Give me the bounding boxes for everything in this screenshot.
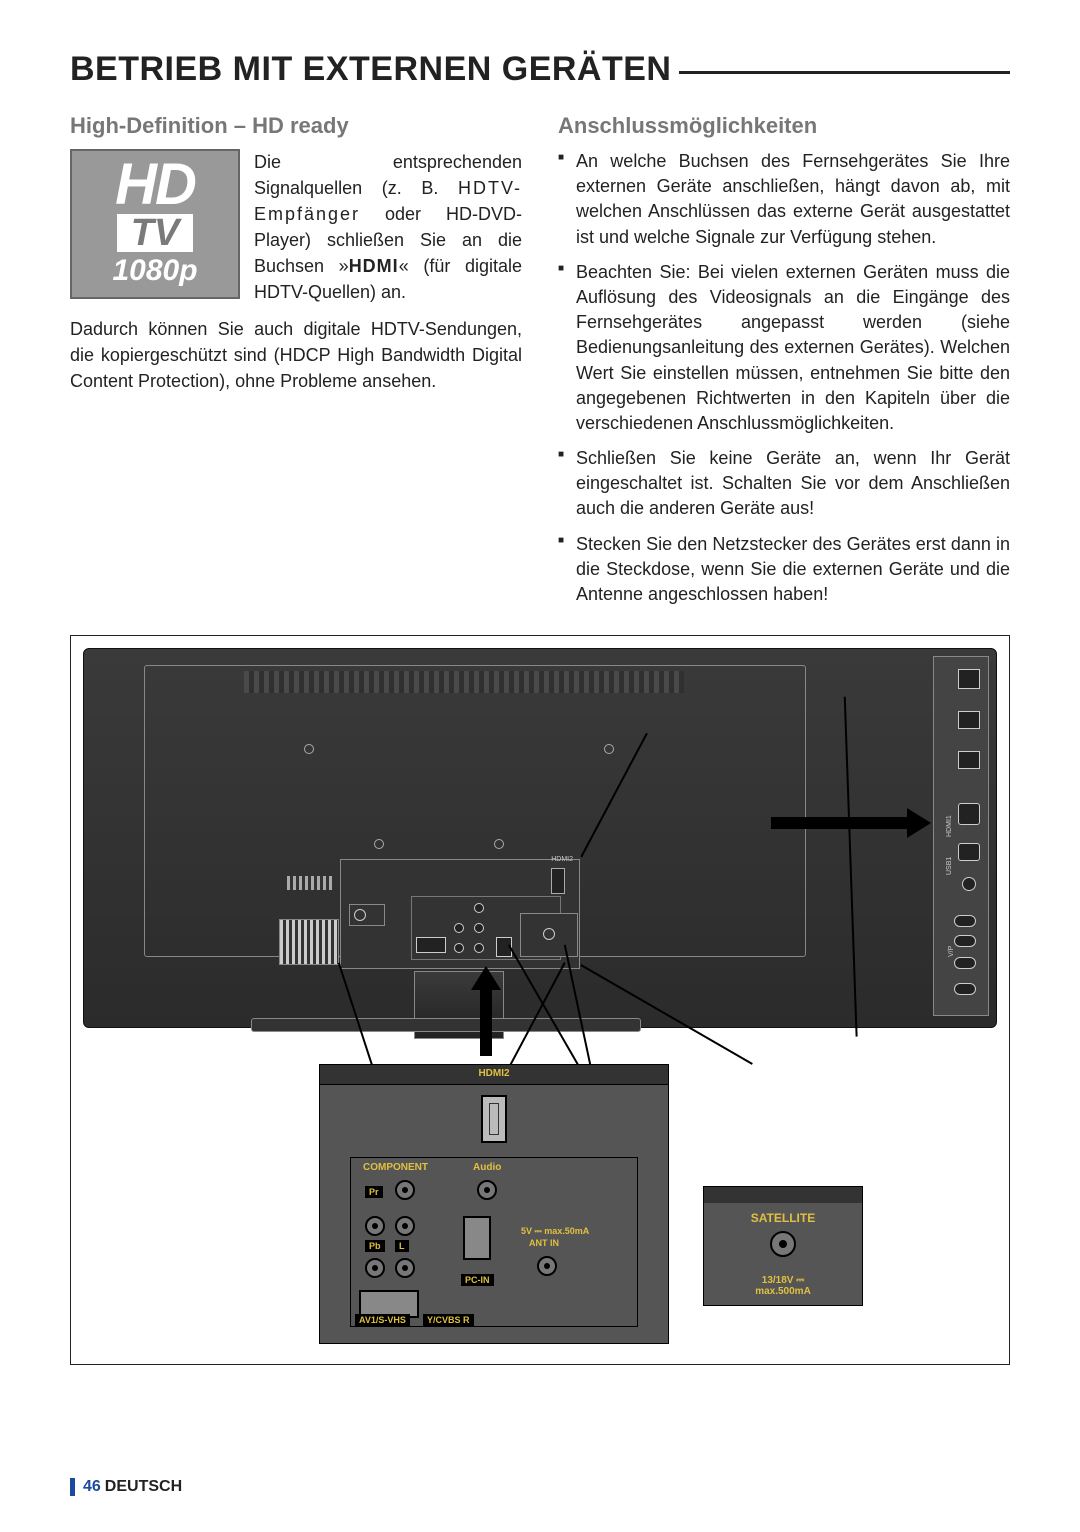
jack-icon <box>474 903 484 913</box>
antenna-jack-icon <box>537 1256 557 1276</box>
page-title: BETRIEB MIT EXTERNEN GERÄTEN <box>70 50 1010 89</box>
l-label: L <box>395 1240 409 1252</box>
right-column: Anschlussmöglichkeiten An welche Buchsen… <box>558 113 1010 617</box>
right-bullets: An welche Buchsen des Fernsehgerätes Sie… <box>558 149 1010 607</box>
left-para2: Dadurch können Sie auch digitale HDTV-Se… <box>70 316 522 394</box>
jack-icon <box>454 943 464 953</box>
arrow-right-icon <box>771 808 931 838</box>
hdmi2-port-icon <box>481 1095 507 1143</box>
pb-label: Pb <box>365 1240 385 1252</box>
side-usb1-label: USB1 <box>946 857 953 875</box>
screw-icon <box>374 839 384 849</box>
sat-mini-panel <box>520 913 578 957</box>
hd-badge: HD TV 1080p <box>70 149 240 299</box>
component-label: COMPONENT <box>363 1162 428 1173</box>
heatsink-icon <box>279 919 339 965</box>
content-columns: High-Definition – HD ready HD TV 1080p D… <box>70 113 1010 617</box>
intro-paragraph: Die entsprechenden Signalquellen (z. B. … <box>254 149 522 306</box>
audio-jack-icon <box>477 1180 497 1200</box>
hd-intro-wrap: HD TV 1080p Die entsprechenden Signalque… <box>70 149 522 306</box>
side-button-icon <box>954 957 976 969</box>
pb-jack-icon <box>365 1216 385 1236</box>
screw-icon <box>494 839 504 849</box>
ycvbs-label: Y/CVBS R <box>423 1314 474 1326</box>
page-language: DEUTSCH <box>105 1478 182 1495</box>
side-headphone-jack <box>962 877 976 891</box>
left-column: High-Definition – HD ready HD TV 1080p D… <box>70 113 522 617</box>
hd-badge-res: 1080p <box>112 254 197 288</box>
side-slot-icon <box>958 711 980 729</box>
sat-v1: 13/18V ⎓ <box>762 1275 804 1286</box>
satellite-label: SATELLITE <box>751 1211 815 1225</box>
screw-icon <box>604 744 614 754</box>
bullet-1: An welche Buchsen des Fernsehgerätes Sie… <box>576 149 1010 250</box>
screw-icon <box>304 744 314 754</box>
tv-body: HDMI2 <box>83 648 997 1028</box>
right-heading: Anschlussmöglichkeiten <box>558 113 1010 139</box>
page-title-text: BETRIEB MIT EXTERNEN GERÄTEN <box>70 50 671 89</box>
satellite-voltage: 13/18V ⎓ max.500mA <box>755 1275 811 1297</box>
side-usb1-port <box>958 843 980 861</box>
jack-icon <box>474 923 484 933</box>
bullet-2: Beachten Sie: Bei vielen externen Geräte… <box>576 260 1010 436</box>
zoom-main-panel: HDMI2 COMPONENT Audio Pr Pb L AV1/S-VHS … <box>319 1064 669 1344</box>
title-rule <box>679 71 1010 74</box>
side-io-panel: HDMI1 USB1 V/P <box>933 656 989 1016</box>
pr-label: Pr <box>365 1186 383 1198</box>
jack-icon <box>454 923 464 933</box>
jack-icon <box>474 943 484 953</box>
hdmi2-label: HDMI2 <box>478 1068 509 1079</box>
side-slot-icon <box>958 751 980 769</box>
zoom-sat-panel: SATELLITE 13/18V ⎓ max.500mA <box>703 1186 863 1306</box>
r-jack-icon <box>395 1258 415 1278</box>
page-footer: 46DEUTSCH <box>70 1478 182 1496</box>
page-number: 46 <box>83 1478 101 1495</box>
component-box: COMPONENT Audio Pr Pb L AV1/S-VHS Y/CVBS… <box>350 1157 638 1327</box>
left-heading: High-Definition – HD ready <box>70 113 522 139</box>
bullet-3: Schließen Sie keine Geräte an, wenn Ihr … <box>576 446 1010 522</box>
side-vp-label: V/P <box>948 946 955 957</box>
ant5v-label: 5V ⎓ max.50mA <box>521 1226 589 1237</box>
hd-badge-hd: HD <box>115 160 195 209</box>
sat-jack-icon <box>543 928 555 940</box>
intro-hdmi: HDMI <box>349 256 399 276</box>
av-label: AV1/S-VHS <box>355 1314 410 1326</box>
vga-port-icon <box>463 1216 491 1260</box>
side-ci-slot-icon <box>958 669 980 689</box>
dc-in-port <box>349 904 385 926</box>
audio-label: Audio <box>473 1162 501 1173</box>
side-button-icon <box>954 915 976 927</box>
side-hdmi1-label: HDMI1 <box>946 815 953 837</box>
side-button-icon <box>954 935 976 947</box>
satellite-jack-icon <box>770 1231 796 1257</box>
pcin-label: PC-IN <box>461 1274 494 1286</box>
scart-icon <box>416 937 446 953</box>
tv-rear-diagram: HDMI2 HDMI1 USB1 <box>70 635 1010 1365</box>
side-button-icon <box>954 983 976 995</box>
pr-jack-icon <box>395 1180 415 1200</box>
y-jack-icon <box>365 1258 385 1278</box>
vent-grille <box>244 671 684 693</box>
hd-badge-tv: TV <box>117 214 194 252</box>
antin-label: ANT IN <box>529 1238 559 1248</box>
arrow-up-icon <box>471 966 501 1056</box>
side-hdmi1-port <box>958 803 980 825</box>
l-jack-icon <box>395 1216 415 1236</box>
sat-v2: max.500mA <box>755 1286 811 1297</box>
hdmi2-mini-port <box>551 868 565 894</box>
zoom-sat-header <box>704 1187 862 1203</box>
hdmi2-mini-label: HDMI2 <box>551 856 573 863</box>
bullet-4: Stecken Sie den Netzstecker des Gerätes … <box>576 532 1010 608</box>
